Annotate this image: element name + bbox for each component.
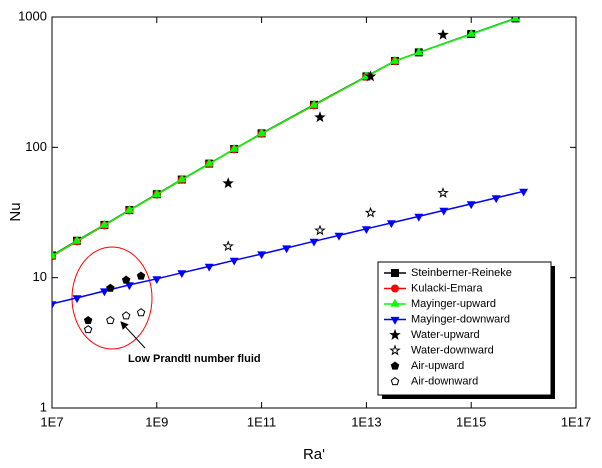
data-point <box>314 111 326 123</box>
data-point <box>121 275 131 284</box>
x-tick-label: 1E11 <box>247 414 276 429</box>
data-point <box>72 295 82 304</box>
data-point <box>83 315 93 324</box>
data-point <box>364 70 377 82</box>
data-point <box>491 195 501 204</box>
legend-marker <box>391 284 399 293</box>
data-point <box>152 276 162 285</box>
data-point <box>510 17 520 22</box>
legend-marker <box>389 344 401 356</box>
legend-label: Mayinger-upward <box>411 298 496 310</box>
annotation: Low Prandtl number fluid <box>128 353 261 365</box>
y-axis-label: Nu <box>7 202 24 221</box>
annotation-arrow <box>120 321 146 349</box>
data-point <box>72 235 82 244</box>
legend-label: Air-upward <box>411 360 464 372</box>
data-point <box>229 143 239 152</box>
data-point <box>437 28 449 40</box>
x-tick-label: 1E13 <box>351 414 381 429</box>
data-point <box>106 315 115 324</box>
data-point <box>364 206 377 218</box>
data-point <box>334 232 344 241</box>
data-point <box>390 55 400 64</box>
legend-marker <box>390 316 400 325</box>
x-tick-label: 1E9 <box>145 414 168 429</box>
data-point <box>124 205 134 213</box>
y-tick-label: 10 <box>33 269 47 284</box>
data-point <box>204 263 214 272</box>
data-point <box>439 207 449 216</box>
data-point <box>437 187 449 198</box>
legend-marker <box>390 361 400 370</box>
data-point <box>204 158 214 167</box>
legend-label: Water-upward <box>411 329 480 341</box>
x-axis-label: Ra' <box>303 446 325 463</box>
data-point <box>136 308 146 317</box>
legend-label: Kulacki-Emara <box>411 282 483 294</box>
data-point <box>83 325 93 334</box>
data-point <box>52 301 57 310</box>
data-point <box>99 288 109 297</box>
annotation-ellipse <box>71 246 153 350</box>
data-point <box>177 174 187 183</box>
data-point <box>106 283 115 292</box>
data-point <box>222 177 234 189</box>
data-point <box>309 238 319 247</box>
data-point <box>121 311 131 320</box>
legend-marker <box>390 298 400 307</box>
data-point <box>314 224 326 236</box>
data-point <box>99 219 109 228</box>
data-point <box>414 213 424 222</box>
data-point <box>222 240 234 252</box>
data-point <box>519 188 529 197</box>
data-point <box>257 128 267 137</box>
legend-label: Air-downward <box>411 375 478 387</box>
plot-area <box>52 17 529 334</box>
data-point <box>52 250 57 259</box>
x-tick-label: 1E17 <box>561 414 591 429</box>
y-tick-label: 1000 <box>18 8 47 23</box>
data-point <box>257 251 267 260</box>
data-point <box>136 271 146 280</box>
y-tick-label: 1 <box>40 399 47 414</box>
data-point <box>124 282 134 291</box>
legend-label: Steinberner-Reineke <box>411 267 512 279</box>
legend-label: Mayinger-downward <box>411 313 510 325</box>
plot-frame <box>51 16 577 409</box>
data-point <box>466 28 476 37</box>
legend-marker <box>389 328 401 340</box>
x-tick-label: 1E7 <box>40 414 63 429</box>
legend-label: Water-downward <box>411 344 494 356</box>
data-point <box>466 201 476 210</box>
legend-marker <box>391 269 399 277</box>
data-point <box>152 189 162 198</box>
legend-marker <box>390 376 400 386</box>
data-point <box>282 245 292 254</box>
series-line <box>52 17 516 257</box>
series-line <box>52 17 516 257</box>
data-point <box>177 270 187 279</box>
legend <box>377 261 552 396</box>
data-point <box>361 226 371 235</box>
data-point <box>386 220 396 229</box>
data-point <box>309 99 319 108</box>
x-tick-label: 1E15 <box>456 414 486 429</box>
y-tick-label: 100 <box>25 139 47 154</box>
data-point <box>414 47 424 56</box>
data-point <box>229 257 239 266</box>
